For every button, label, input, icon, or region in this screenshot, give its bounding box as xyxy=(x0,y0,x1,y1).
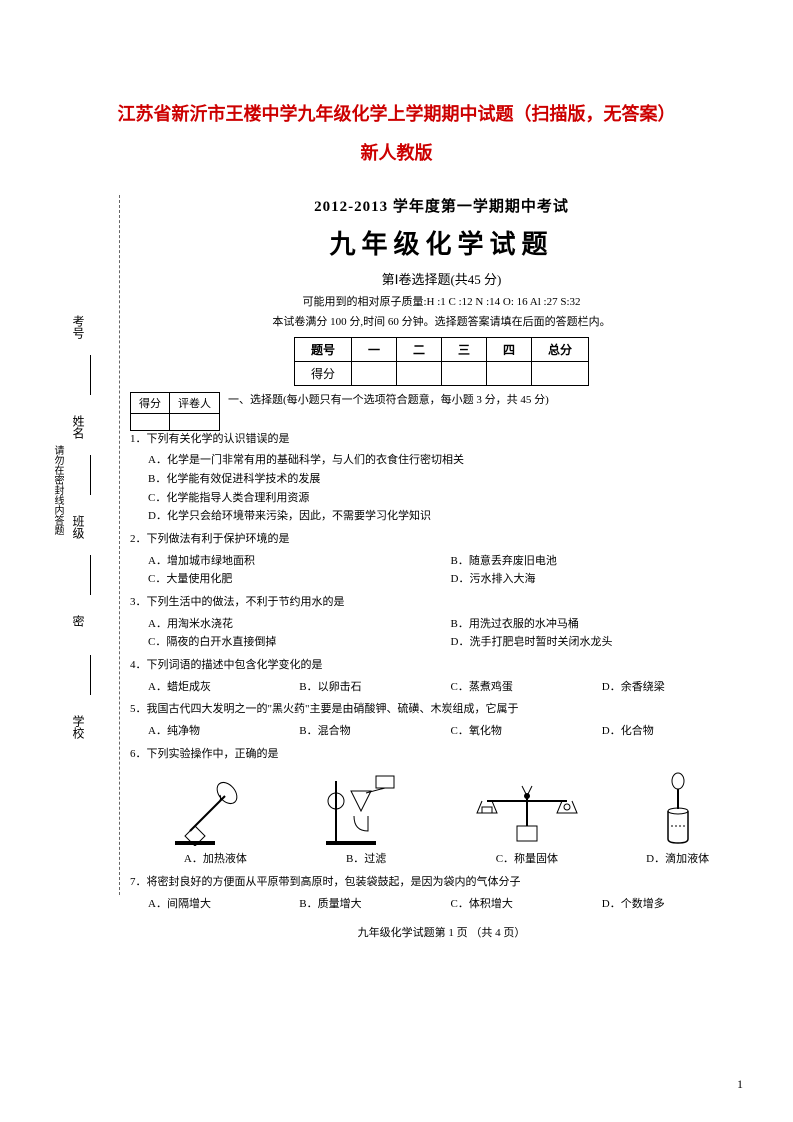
figure-heating: A．加热液体 xyxy=(170,771,260,866)
th-2: 二 xyxy=(396,337,441,361)
q1-options: A．化学是一门非常有用的基础科学，与人们的衣食住行密切相关 B．化学能有效促进科… xyxy=(130,451,753,526)
question-2: 2．下列做法有利于保护环境的是 xyxy=(130,531,753,549)
binding-gutter: 考号 姓名 班级 密 学校 请勿在密封线内答题 xyxy=(40,195,120,895)
figure-dropping: D．滴加液体 xyxy=(643,771,713,866)
q4-options: A．蜡炬成灰 B．以卵击石 C．蒸煮鸡蛋 D．余香绕梁 xyxy=(130,678,753,697)
exam-scan-area: 考号 姓名 班级 密 学校 请勿在密封线内答题 2012-2013 学年度第一学… xyxy=(40,195,753,940)
filtering-icon xyxy=(321,771,411,846)
table-row: 题号 一 二 三 四 总分 xyxy=(294,337,588,361)
section1-intro: 一、选择题(每小题只有一个选项符合题意，每小题 3 分，共 45 分) xyxy=(130,392,753,409)
exam-title: 九年级化学试题 xyxy=(130,224,753,261)
th-1: 一 xyxy=(351,337,396,361)
atomic-masses: 可能用到的相对原子质量:H :1 C :12 N :14 O: 16 Al :2… xyxy=(130,294,753,311)
th-3: 三 xyxy=(442,337,487,361)
table-row: 得分 xyxy=(294,361,588,385)
page-footer: 九年级化学试题第 1 页 （共 4 页） xyxy=(130,924,753,940)
question-4: 4．下列词语的描述中包含化学变化的是 xyxy=(130,657,753,675)
gutter-label-school: 学校 xyxy=(70,715,87,739)
th-label: 题号 xyxy=(294,337,351,361)
document-main-title: 江苏省新沂市王楼中学九年级化学上学期期中试题（扫描版，无答案） xyxy=(60,100,733,129)
q2-options: A．增加城市绿地面积 B．随意丢弃废旧电池 C．大量使用化肥 D．污水排入大海 xyxy=(130,552,753,589)
exam-year-line: 2012-2013 学年度第一学期期中考试 xyxy=(130,195,753,216)
question-7: 7．将密封良好的方便面从平原带到高原时，包装袋鼓起，是因为袋内的气体分子 xyxy=(130,874,753,892)
dropper-icon xyxy=(643,771,713,846)
question-1: 1．下列有关化学的认识错误的是 xyxy=(130,431,753,449)
gutter-notice: 请勿在密封线内答题 xyxy=(50,445,65,535)
heating-liquid-icon xyxy=(170,771,260,846)
figure-filtering: B．过滤 xyxy=(321,771,411,866)
scoring-note: 本试卷满分 100 分,时间 60 分钟。选择题答案请填在后面的答题栏内。 xyxy=(130,314,753,331)
q7-options: A．间隔增大 B．质量增大 C．体积增大 D．个数增多 xyxy=(130,895,753,914)
q6-figures: A．加热液体 B．过滤 xyxy=(130,771,753,866)
balance-scale-icon xyxy=(472,771,582,846)
mini-grader: 评卷人 xyxy=(170,392,220,413)
gutter-label-class: 班级 xyxy=(70,515,87,539)
grader-table: 得分评卷人 xyxy=(130,392,220,431)
th-4: 四 xyxy=(487,337,532,361)
gutter-label-examnum: 考号 xyxy=(70,315,87,339)
document-sub-title: 新人教版 xyxy=(40,139,753,165)
page-number: 1 xyxy=(737,1077,743,1092)
question-6: 6．下列实验操作中，正确的是 xyxy=(130,746,753,764)
q5-options: A．纯净物 B．混合物 C．氧化物 D．化合物 xyxy=(130,722,753,741)
score-table: 题号 一 二 三 四 总分 得分 xyxy=(294,337,589,386)
figure-weighing: C．称量固体 xyxy=(472,771,582,866)
gutter-label-seal: 密 xyxy=(70,615,87,627)
question-3: 3．下列生活中的做法，不利于节约用水的是 xyxy=(130,594,753,612)
q3-options: A．用淘米水浇花 B．用洗过衣服的水冲马桶 C．隔夜的白开水直接倒掉 D．洗手打… xyxy=(130,615,753,652)
gutter-label-name: 姓名 xyxy=(70,415,87,439)
th-total: 总分 xyxy=(532,337,589,361)
exam-section-label: 第Ⅰ卷选择题(共45 分) xyxy=(130,269,753,288)
td-label: 得分 xyxy=(294,361,351,385)
mini-score: 得分 xyxy=(131,392,170,413)
question-5: 5．我国古代四大发明之一的"黑火药"主要是由硝酸钾、硫磺、木炭组成，它属于 xyxy=(130,701,753,719)
